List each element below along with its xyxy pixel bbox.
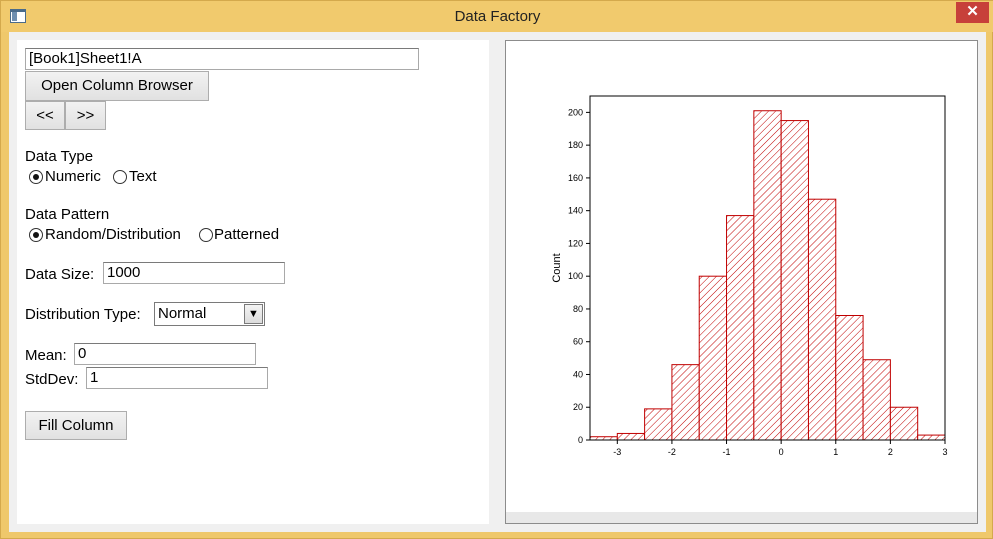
fill-column-button[interactable]: Fill Column	[25, 411, 127, 440]
y-tick-label-80: 80	[573, 304, 583, 314]
random-distribution-radio[interactable]	[29, 228, 43, 242]
text-radio-label[interactable]: Text	[129, 168, 157, 185]
histogram-bar-8	[807, 198, 837, 441]
random-distribution-radio-label[interactable]: Random/Distribution	[45, 226, 181, 243]
window-title: Data Factory	[454, 8, 541, 25]
data-pattern-label: Data Pattern	[25, 206, 110, 223]
data-size-label: Data Size:	[25, 266, 95, 283]
mean-input[interactable]: 0	[74, 343, 256, 365]
client-area: [Book1]Sheet1!A Open Column Browser << >…	[9, 32, 986, 532]
histogram-bar-7	[780, 120, 809, 441]
next-column-button[interactable]: >>	[65, 101, 106, 130]
text-radio[interactable]	[113, 170, 127, 184]
distribution-type-label: Distribution Type:	[25, 306, 141, 323]
close-icon: ✕	[966, 3, 979, 20]
histogram-bar-5	[726, 215, 755, 441]
open-column-browser-button[interactable]: Open Column Browser	[25, 71, 209, 101]
plot-frame	[589, 95, 946, 441]
previous-column-button[interactable]: <<	[25, 101, 65, 130]
stddev-label: StdDev:	[25, 371, 79, 388]
title-bar[interactable]: Data Factory ✕	[1, 1, 993, 32]
app-window-icon	[10, 9, 26, 23]
histogram-bar-2	[644, 408, 673, 441]
histogram-preview-panel: 0 20 40 60 80 100 120 140 160 180 200 -3 -2 -1 0 1 2 3 Cou…	[505, 40, 978, 524]
x-tick-label--2: -2	[668, 447, 676, 457]
histogram-bar-9	[835, 315, 864, 441]
x-tick-label-2: 2	[888, 447, 893, 457]
stddev-input[interactable]: 1	[86, 367, 268, 389]
x-tick-label--1: -1	[723, 447, 731, 457]
data-type-label: Data Type	[25, 148, 94, 165]
y-tick-label-200: 200	[568, 107, 583, 117]
y-axis-label: Count	[551, 253, 563, 282]
x-tick-label--3: -3	[613, 447, 621, 457]
patterned-radio-label[interactable]: Patterned	[214, 226, 280, 243]
y-tick-label-140: 140	[568, 206, 583, 216]
numeric-radio-label[interactable]: Numeric	[45, 168, 101, 185]
close-button[interactable]: ✕	[956, 2, 989, 23]
histogram-bar-10	[862, 359, 891, 441]
y-tick-label-0: 0	[578, 435, 583, 445]
numeric-radio[interactable]	[29, 170, 43, 184]
histogram-bar-1	[616, 432, 646, 441]
y-tick-label-40: 40	[573, 369, 583, 379]
chart-horizontal-scrollbar[interactable]	[506, 512, 977, 523]
y-tick-label-20: 20	[573, 402, 583, 412]
column-input[interactable]: [Book1]Sheet1!A	[25, 48, 419, 70]
histogram-chart: 0 20 40 60 80 100 120 140 160 180 200 -3 -2 -1 0 1 2 3 Cou…	[551, 95, 948, 457]
histogram-bar-3	[671, 364, 700, 441]
y-tick-label-180: 180	[568, 140, 583, 150]
chevron-down-icon[interactable]: ▼	[244, 304, 263, 324]
y-tick-label-120: 120	[568, 238, 583, 248]
histogram-bar-11	[889, 406, 919, 441]
x-tick-label-3: 3	[942, 447, 947, 457]
x-tick-label-1: 1	[833, 447, 838, 457]
distribution-type-value: Normal	[158, 305, 207, 322]
y-tick-label-60: 60	[573, 337, 583, 347]
y-tick-label-100: 100	[568, 271, 583, 281]
data-size-input[interactable]: 1000	[103, 262, 285, 284]
patterned-radio[interactable]	[199, 228, 213, 242]
y-tick-label-160: 160	[568, 173, 583, 183]
settings-panel: [Book1]Sheet1!A Open Column Browser << >…	[17, 40, 489, 524]
x-tick-label-0: 0	[779, 447, 784, 457]
histogram-bar-12	[917, 434, 946, 441]
distribution-type-select[interactable]: Normal ▼	[154, 302, 265, 326]
histogram-bar-4	[698, 275, 728, 441]
mean-label: Mean:	[25, 347, 67, 364]
histogram-bar-6	[753, 110, 782, 441]
